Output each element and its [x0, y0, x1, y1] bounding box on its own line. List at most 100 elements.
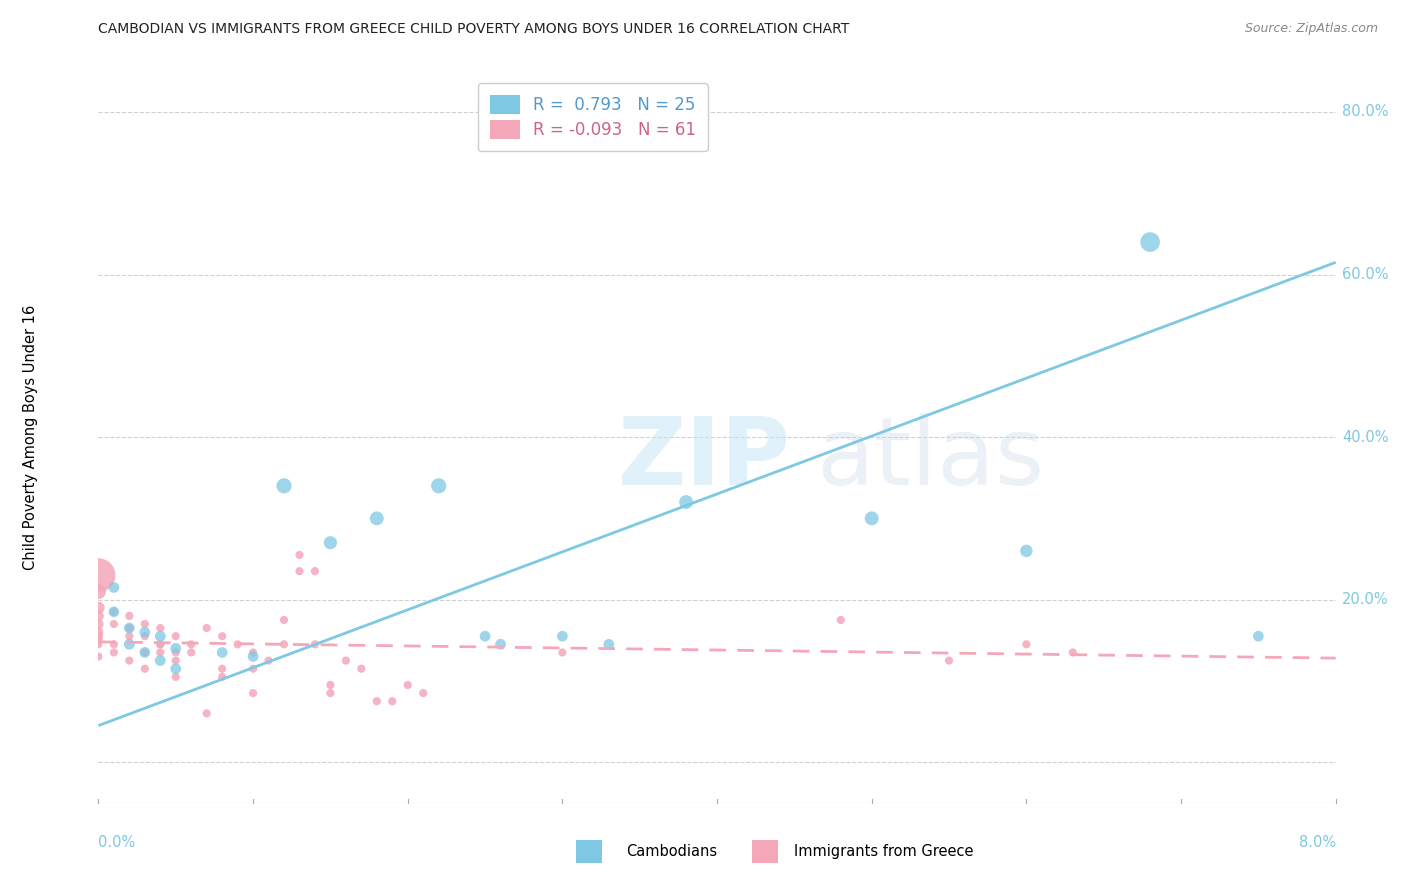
- Point: [830, 613, 852, 627]
- Point: [87, 629, 110, 643]
- Point: [211, 670, 233, 684]
- Point: [860, 511, 883, 525]
- Point: [304, 564, 326, 578]
- Point: [319, 535, 342, 549]
- Point: [87, 600, 110, 615]
- Point: [273, 637, 295, 651]
- Text: ZIP: ZIP: [619, 413, 792, 505]
- Point: [103, 605, 125, 619]
- Point: [134, 645, 156, 659]
- Point: [366, 694, 388, 708]
- Point: [412, 686, 434, 700]
- Point: [87, 584, 110, 599]
- Text: 20.0%: 20.0%: [1341, 592, 1389, 607]
- Point: [165, 662, 187, 676]
- Text: 60.0%: 60.0%: [1341, 267, 1388, 282]
- Point: [1015, 637, 1038, 651]
- Point: [938, 654, 960, 668]
- Text: Cambodians: Cambodians: [626, 845, 717, 859]
- Point: [180, 637, 202, 651]
- Point: [165, 654, 187, 668]
- Point: [180, 645, 202, 659]
- Point: [242, 686, 264, 700]
- Point: [335, 654, 357, 668]
- Point: [211, 662, 233, 676]
- Point: [118, 621, 141, 635]
- Point: [134, 645, 156, 659]
- Point: [242, 645, 264, 659]
- Point: [675, 495, 697, 509]
- Point: [118, 629, 141, 643]
- Legend: R =  0.793   N = 25, R = -0.093   N = 61: R = 0.793 N = 25, R = -0.093 N = 61: [478, 83, 707, 151]
- Point: [134, 617, 156, 632]
- Point: [87, 649, 110, 664]
- Point: [87, 568, 110, 582]
- Point: [103, 581, 125, 595]
- Text: 0.0%: 0.0%: [98, 835, 135, 850]
- Point: [103, 637, 125, 651]
- Point: [273, 613, 295, 627]
- Text: atlas: atlas: [815, 413, 1045, 505]
- Point: [118, 637, 141, 651]
- Point: [134, 629, 156, 643]
- Text: 40.0%: 40.0%: [1341, 430, 1388, 444]
- Point: [211, 645, 233, 659]
- Point: [195, 706, 218, 721]
- Point: [304, 637, 326, 651]
- Point: [1139, 235, 1161, 249]
- Point: [134, 625, 156, 640]
- Point: [366, 511, 388, 525]
- Point: [273, 479, 295, 493]
- Point: [350, 662, 373, 676]
- Point: [87, 633, 110, 648]
- Point: [551, 629, 574, 643]
- Point: [474, 629, 496, 643]
- Point: [288, 564, 311, 578]
- Text: 8.0%: 8.0%: [1299, 835, 1336, 850]
- Point: [103, 605, 125, 619]
- Point: [257, 654, 280, 668]
- Point: [195, 621, 218, 635]
- Point: [87, 625, 110, 640]
- Point: [149, 637, 172, 651]
- Point: [165, 629, 187, 643]
- Point: [242, 662, 264, 676]
- Point: [226, 637, 249, 651]
- Point: [319, 686, 342, 700]
- Point: [1247, 629, 1270, 643]
- Point: [319, 678, 342, 692]
- Point: [149, 654, 172, 668]
- Point: [1062, 645, 1084, 659]
- Point: [103, 645, 125, 659]
- Text: Immigrants from Greece: Immigrants from Greece: [794, 845, 974, 859]
- Point: [1015, 544, 1038, 558]
- Point: [149, 629, 172, 643]
- Point: [87, 637, 110, 651]
- Point: [118, 608, 141, 623]
- Point: [149, 621, 172, 635]
- Point: [288, 548, 311, 562]
- Point: [396, 678, 419, 692]
- Point: [149, 645, 172, 659]
- Point: [427, 479, 450, 493]
- Point: [381, 694, 404, 708]
- Point: [149, 637, 172, 651]
- Point: [165, 645, 187, 659]
- Point: [165, 641, 187, 656]
- Point: [598, 637, 620, 651]
- Point: [211, 629, 233, 643]
- Point: [165, 670, 187, 684]
- Text: CAMBODIAN VS IMMIGRANTS FROM GREECE CHILD POVERTY AMONG BOYS UNDER 16 CORRELATIO: CAMBODIAN VS IMMIGRANTS FROM GREECE CHIL…: [98, 22, 849, 37]
- Point: [242, 649, 264, 664]
- Text: Source: ZipAtlas.com: Source: ZipAtlas.com: [1244, 22, 1378, 36]
- Text: 80.0%: 80.0%: [1341, 104, 1388, 120]
- Point: [87, 617, 110, 632]
- Point: [118, 654, 141, 668]
- Point: [103, 617, 125, 632]
- Point: [118, 621, 141, 635]
- Point: [551, 645, 574, 659]
- Point: [489, 637, 512, 651]
- Point: [87, 608, 110, 623]
- Text: Child Poverty Among Boys Under 16: Child Poverty Among Boys Under 16: [22, 304, 38, 570]
- Point: [134, 662, 156, 676]
